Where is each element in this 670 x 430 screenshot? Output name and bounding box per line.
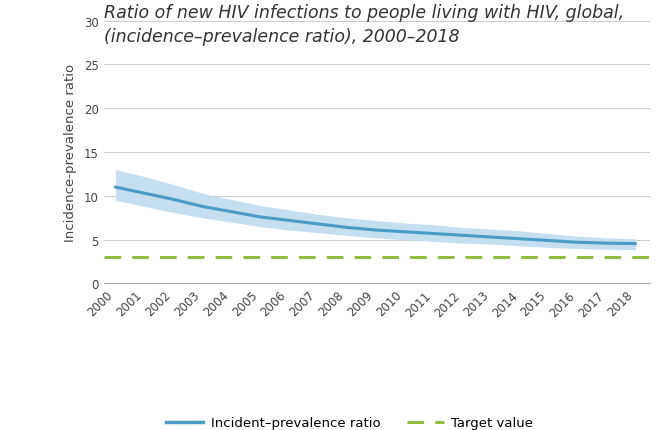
Legend: Incident–prevalence ratio, Target value: Incident–prevalence ratio, Target value <box>160 411 539 430</box>
Text: Ratio of new HIV infections to people living with HIV, global,
(incidence–preval: Ratio of new HIV infections to people li… <box>104 4 624 46</box>
Y-axis label: Incidence-prevalence ratio: Incidence-prevalence ratio <box>64 64 77 242</box>
